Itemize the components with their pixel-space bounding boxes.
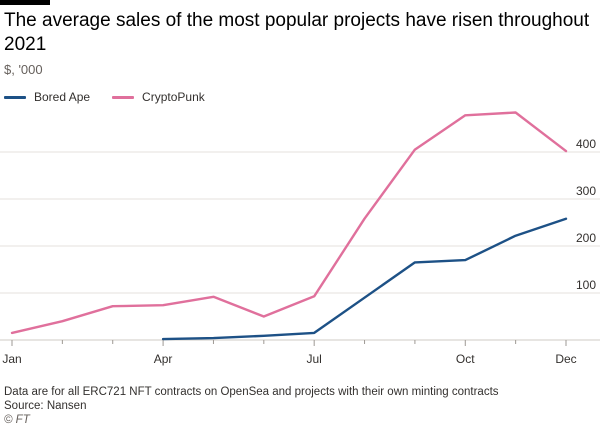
y-tick-label-200: 200 <box>576 231 596 245</box>
chart-title: The average sales of the most popular pr… <box>4 10 590 55</box>
footnote: Data are for all ERC721 NFT contracts on… <box>4 386 499 398</box>
legend-item-cryptopunk: CryptoPunk <box>112 90 205 104</box>
y-tick-label-300: 300 <box>576 184 596 198</box>
x-tick-label-apr: Apr <box>154 352 173 366</box>
series-line-bored-ape <box>161 217 568 341</box>
legend-label-bored-ape: Bored Ape <box>34 90 91 104</box>
legend-label-cryptopunk: CryptoPunk <box>142 90 205 104</box>
y-tick-label-400: 400 <box>576 137 596 151</box>
source-note: Source: Nansen <box>4 400 87 412</box>
chart-footer: Data are for all ERC721 NFT contracts on… <box>4 385 499 427</box>
legend-swatch-cryptopunk <box>112 95 135 99</box>
copyright: © FT <box>4 414 30 426</box>
x-tick-label-dec: Dec <box>555 352 576 366</box>
x-tick-label-jul: Jul <box>307 352 322 366</box>
chart-subtitle: $, '000 <box>4 62 43 77</box>
gridlines <box>0 151 600 294</box>
series-lines <box>10 111 568 341</box>
legend-item-bored-ape: Bored Ape <box>4 90 90 104</box>
series-line-cryptopunk <box>10 111 568 335</box>
y-axis-ticks: 100 200 300 400 <box>576 137 596 292</box>
ft-brand-bar <box>0 0 50 5</box>
y-tick-label-100: 100 <box>576 278 596 292</box>
legend: Bored Ape CryptoPunk <box>4 90 205 104</box>
x-tick-label-oct: Oct <box>456 352 475 366</box>
x-tick-label-jan: Jan <box>2 352 21 366</box>
legend-swatch-bored-ape <box>4 95 26 99</box>
x-axis: Jan Apr Jul Oct Dec <box>0 339 600 366</box>
